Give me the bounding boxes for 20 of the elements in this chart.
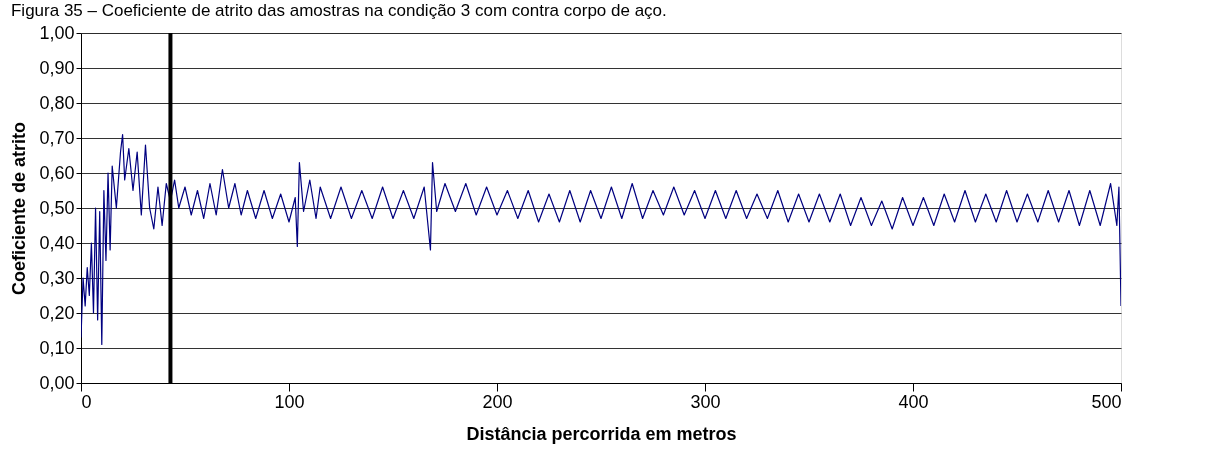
x-tick-label: 300 [690, 391, 721, 412]
y-tick-label: 0,30 [39, 267, 75, 288]
y-tick-label: 0,10 [39, 337, 75, 358]
y-tick-label: 0,90 [39, 57, 75, 78]
y-tick-label: 0,50 [39, 197, 75, 218]
x-tick-label: 500 [1091, 391, 1122, 412]
x-tick-label: 200 [482, 391, 513, 412]
y-tick-label: 0,20 [39, 302, 75, 323]
y-tick-label: 0,00 [39, 372, 75, 393]
y-tick-label: 0,80 [39, 92, 75, 113]
y-tick-label: 1,00 [39, 22, 75, 43]
y-tick-label: 0,60 [39, 162, 75, 183]
y-tick-label: 0,70 [39, 127, 75, 148]
x-tick-label: 0 [81, 391, 92, 412]
y-axis-title: Coeficiente de atrito [9, 121, 30, 296]
y-tick-label: 0,40 [39, 232, 75, 253]
x-axis-title: Distância percorrida em metros [466, 423, 737, 444]
x-tick-label: 100 [274, 391, 305, 412]
x-tick-label: 400 [898, 391, 929, 412]
chart-title: Figura 35 – Coeficiente de atrito das amostras na condição 3 com contra corpo de aço. [10, 1, 667, 20]
